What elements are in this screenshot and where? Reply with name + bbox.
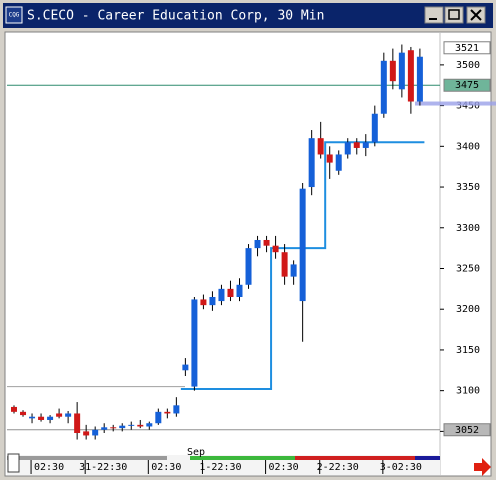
candle-body (164, 411, 171, 414)
candle-body (38, 416, 45, 420)
candle-body (47, 416, 54, 420)
session-bar (295, 456, 415, 460)
candle-body (173, 405, 180, 414)
x-tick-label: 31-22:30 (79, 462, 127, 473)
y-tick-label: 3350 (456, 182, 480, 193)
x-tick-label: 2-22:30 (317, 462, 359, 473)
candle-body (191, 299, 198, 387)
candle-body (290, 264, 297, 277)
candle-body (137, 424, 144, 427)
price-marker (443, 41, 491, 55)
candle-body (389, 60, 396, 82)
candle-body (146, 423, 153, 427)
candle-body (74, 413, 81, 434)
y-tick-label: 3300 (456, 223, 480, 234)
y-tick-label: 3100 (456, 386, 480, 397)
y-tick-label: 3500 (456, 60, 480, 71)
candle-body (218, 288, 225, 302)
candle-body (407, 50, 414, 102)
candle-body (92, 429, 99, 436)
candle-body (272, 245, 279, 253)
candle-body (65, 413, 72, 417)
candle-body (362, 142, 369, 148)
candle-body (371, 113, 378, 143)
title-bar (3, 3, 493, 28)
candle-body (308, 138, 315, 188)
candle-body (209, 296, 216, 306)
minimize-button[interactable] (424, 6, 444, 24)
candle-body (254, 239, 261, 249)
candle-body (335, 154, 342, 171)
candle-body (182, 364, 189, 371)
maximize-button[interactable] (444, 6, 464, 24)
candle-body (101, 427, 108, 430)
y-tick-label: 3450 (456, 101, 480, 112)
x-tick-label: 02:30 (269, 462, 299, 473)
candle-body (11, 406, 17, 412)
scroll-box[interactable] (7, 453, 20, 473)
candle-body (299, 188, 306, 302)
price-marker-label: 3521 (455, 43, 479, 54)
x-tick-label: 3-02:30 (380, 462, 422, 473)
y-tick-label: 3200 (456, 304, 480, 315)
candle-body (83, 431, 90, 436)
candle-body (281, 252, 288, 277)
y-tick-label: 3400 (456, 141, 480, 152)
candle-body (236, 284, 243, 297)
close-button[interactable] (466, 6, 486, 24)
price-marker-label: 3475 (455, 80, 479, 91)
candle-body (245, 248, 252, 285)
candle-body (344, 142, 351, 155)
candle-body (110, 427, 117, 429)
candle-body (353, 142, 360, 148)
session-bar (7, 456, 167, 460)
candle-body (128, 424, 135, 426)
app-icon (5, 6, 23, 24)
candle-body (20, 411, 27, 416)
candle-body (398, 52, 405, 90)
candle-body (155, 411, 162, 424)
candle-body (200, 299, 207, 306)
candle-body (119, 425, 126, 429)
candle-body (29, 416, 36, 419)
y-tick-label: 3250 (456, 263, 480, 274)
app-icon-label: CQG (9, 12, 20, 19)
window-title: S.CECO - Career Education Corp, 30 Min (27, 9, 324, 24)
highlight-band (415, 101, 496, 106)
price-marker (443, 423, 491, 437)
x-tick-label: 1-22:30 (199, 462, 241, 473)
y-tick-label: 3150 (456, 345, 480, 356)
x-tick-label: 02:30 (34, 462, 64, 473)
session-bar (415, 456, 440, 460)
price-marker-label: 3052 (455, 425, 479, 436)
candle-body (56, 413, 63, 417)
x-tick-label: 02:30 (151, 462, 181, 473)
session-bar (190, 456, 295, 460)
candle-body (380, 60, 387, 114)
candle-body (326, 154, 333, 163)
candle-body (317, 138, 324, 155)
annotation: Sep (187, 447, 205, 458)
candle-body (227, 288, 234, 297)
price-marker (443, 78, 491, 92)
candle-body (416, 56, 423, 102)
candle-body (263, 239, 270, 246)
plot: 3050310031503200325033003350340034503500… (7, 41, 496, 474)
scroll-arrow[interactable] (474, 458, 491, 476)
